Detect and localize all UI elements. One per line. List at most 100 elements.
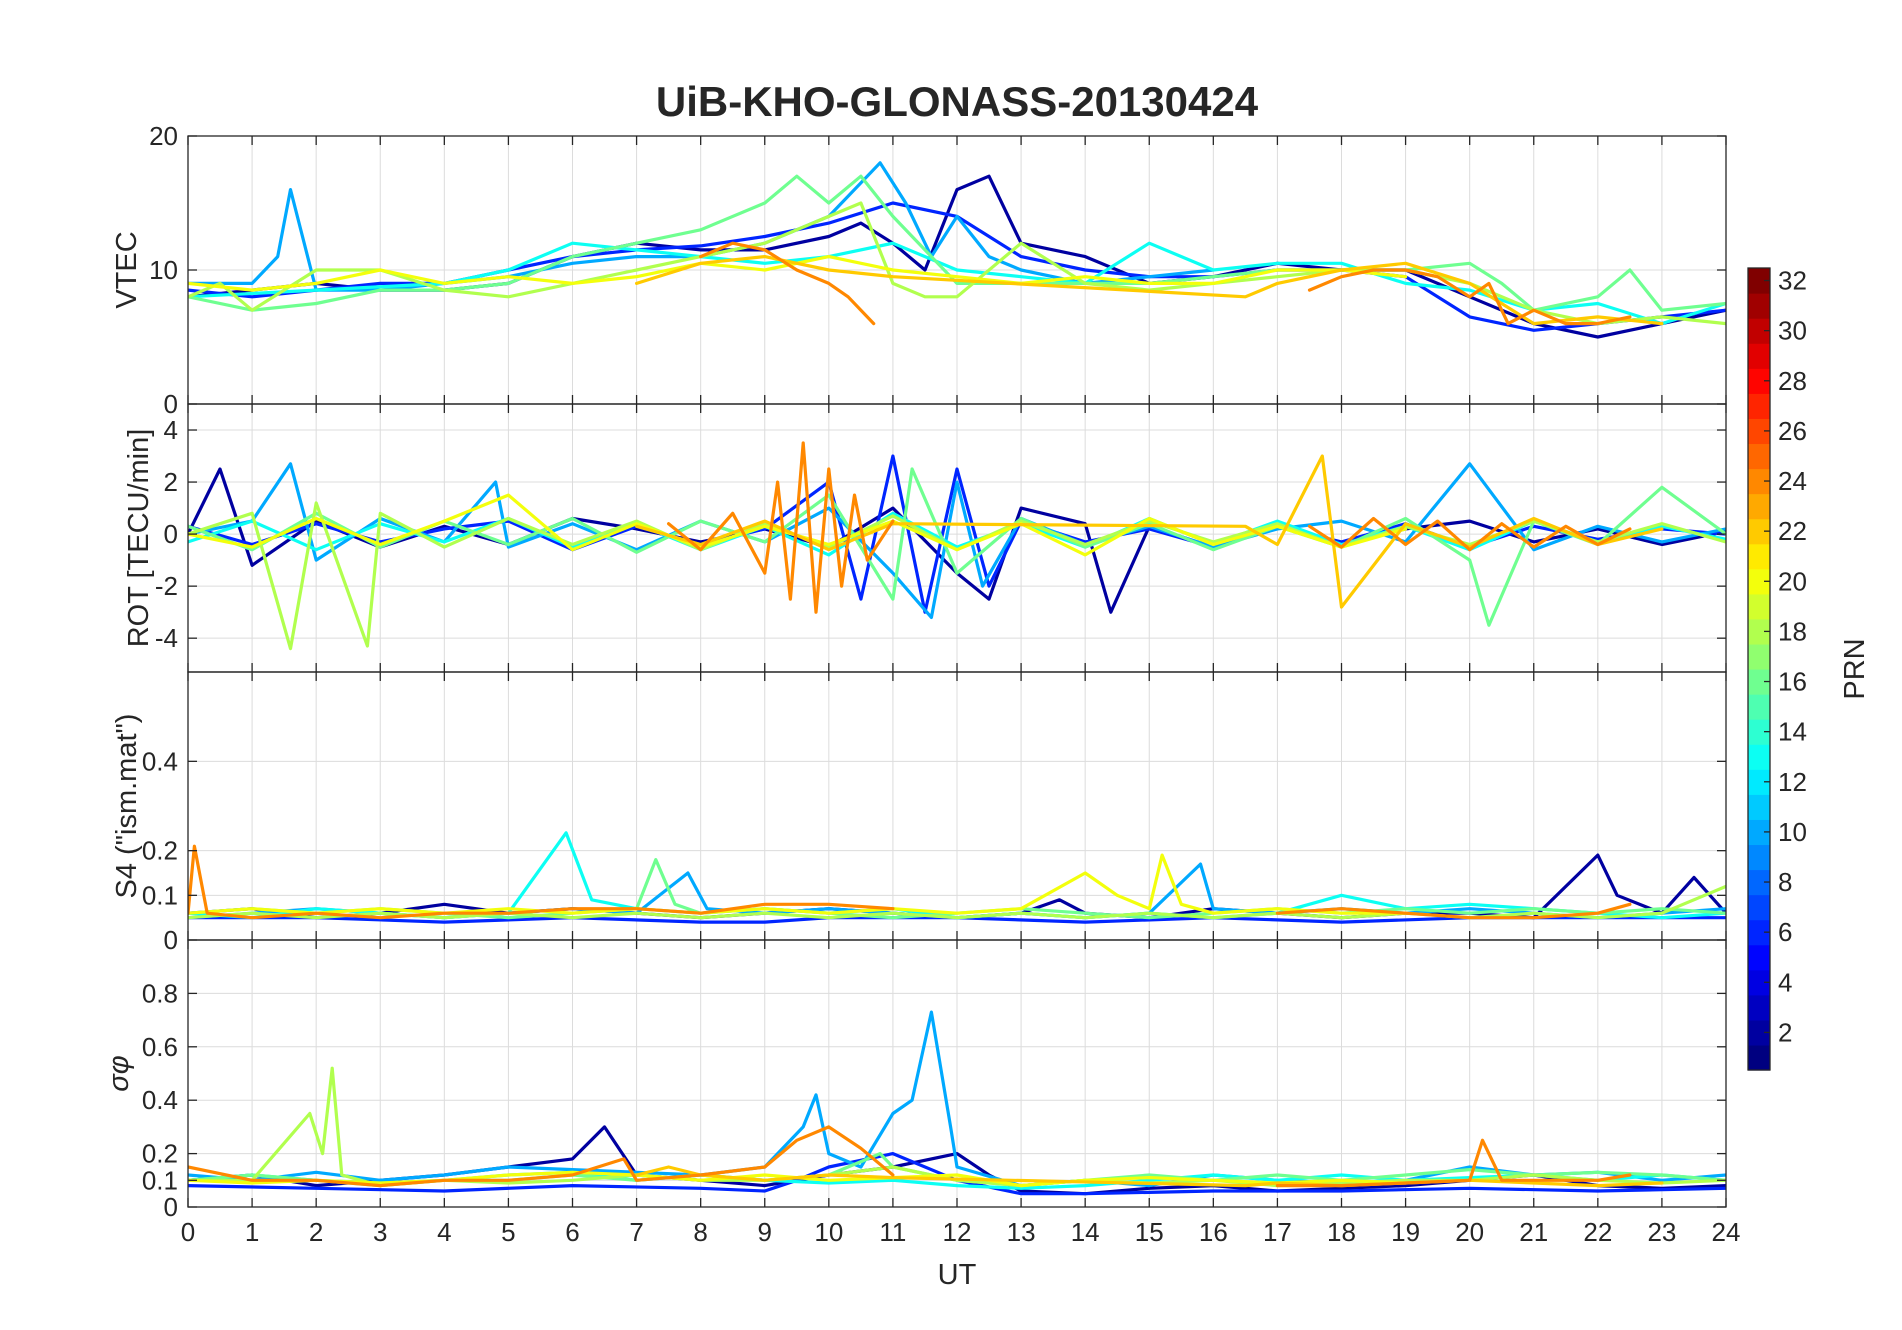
colorbar-tick-label: 30 [1778, 316, 1807, 346]
colorbar-swatch [1748, 418, 1770, 445]
vtec-series [188, 161, 1726, 339]
vtec-line-prn-24 [1307, 268, 1632, 326]
colorbar-swatch [1748, 518, 1770, 545]
colorbar-swatch [1748, 618, 1770, 645]
colorbar-label: PRN [1839, 638, 1871, 699]
colorbar-swatch [1748, 794, 1770, 820]
rot-y-label: ROT [TECU/min] [123, 429, 155, 648]
colorbar-swatch [1748, 694, 1770, 720]
colorbar-swatch [1748, 869, 1770, 896]
y-tick-label: 2 [164, 467, 178, 497]
rot-line-prn-16 [188, 467, 1726, 627]
colorbar-tick-label: 8 [1778, 867, 1792, 897]
colorbar-swatch [1748, 969, 1770, 996]
x-tick-label: 16 [1199, 1217, 1228, 1247]
colorbar-swatch [1748, 769, 1770, 795]
colorbar-tick-label: 32 [1778, 266, 1807, 296]
colorbar-swatch [1748, 468, 1770, 495]
colorbar-tick-label: 4 [1778, 967, 1792, 997]
x-tick-label: 17 [1263, 1217, 1292, 1247]
colorbar-swatch [1748, 719, 1770, 745]
vtec-line-prn-16 [188, 174, 1726, 312]
x-tick-label: 18 [1327, 1217, 1356, 1247]
colorbar-tick-label: 20 [1778, 566, 1807, 596]
colorbar-swatch [1748, 919, 1770, 946]
colorbar-tick-label: 26 [1778, 416, 1807, 446]
vtec-line-prn-24 [699, 241, 876, 326]
x-tick-label: 11 [879, 1217, 906, 1247]
rot-line-prn-24 [666, 441, 895, 614]
colorbar-tick-label: 10 [1778, 817, 1807, 847]
panel-vtec: 0 10 20 VTEC [111, 121, 1727, 419]
x-tick-label: 23 [1647, 1217, 1676, 1247]
colorbar-swatch [1748, 343, 1770, 369]
s4-series [188, 831, 1726, 924]
colorbar-swatch [1748, 443, 1770, 470]
colorbar-swatch [1748, 994, 1770, 1021]
y-tick-label: -2 [155, 571, 178, 601]
y-tick-label: 10 [149, 255, 178, 285]
sigma_phi-line-prn-24 [1275, 1138, 1632, 1188]
s4-line-prn-2 [188, 853, 1726, 920]
rot-line-prn-24 [1307, 516, 1632, 552]
s4-line-prn-24 [188, 844, 895, 920]
colorbar-tick-label: 12 [1778, 767, 1807, 797]
colorbar-swatch [1748, 643, 1770, 670]
sigma_phi-y-label: σφ [103, 1055, 135, 1091]
colorbar-tick-label: 18 [1778, 616, 1807, 646]
colorbar-swatch [1748, 293, 1770, 319]
colorbar-swatch [1748, 1019, 1770, 1046]
x-tick-label: 3 [373, 1217, 387, 1247]
vtec-y-label: VTEC [111, 231, 143, 308]
y-tick-label: 0.2 [142, 1139, 178, 1169]
colorbar-swatch [1748, 819, 1770, 846]
x-tick-label: 5 [501, 1217, 515, 1247]
panel-rot: -4 -2 0 2 4 ROT [TECU/min] [123, 403, 1727, 673]
colorbar-swatch [1748, 844, 1770, 871]
colorbar-swatch [1748, 1044, 1770, 1071]
x-tick-label: 1 [245, 1217, 259, 1247]
x-tick-label: 9 [758, 1217, 772, 1247]
colorbar-swatch [1748, 318, 1770, 344]
x-tick-label: 4 [437, 1217, 451, 1247]
y-tick-label: 0 [164, 925, 178, 955]
x-tick-label: 20 [1455, 1217, 1484, 1247]
colorbar-tick-label: 2 [1778, 1017, 1792, 1047]
colorbar-swatch [1748, 493, 1770, 520]
sigma_phi-series [188, 1010, 1726, 1196]
colorbar-swatch [1748, 894, 1770, 921]
x-tick-label: 0 [181, 1217, 195, 1247]
x-tick-label: 15 [1135, 1217, 1164, 1247]
chart-title: UiB-KHO-GLONASS-20130424 [656, 78, 1259, 125]
colorbar-swatch [1748, 593, 1770, 620]
colorbar-swatch [1748, 268, 1770, 294]
x-tick-label: 2 [309, 1217, 323, 1247]
y-tick-label: 0.1 [142, 1165, 178, 1195]
x-tick-label: 14 [1071, 1217, 1100, 1247]
x-tick-label: 8 [693, 1217, 707, 1247]
y-tick-label: 0.4 [142, 1085, 178, 1115]
panel-sigma_phi: 00.10.20.40.60.80 1 2 3 4 5 6 7 8 9 10 11 12 13 14 15 16… [103, 939, 1740, 1247]
x-tick-label: 13 [1007, 1217, 1036, 1247]
colorbar-swatch [1748, 568, 1770, 595]
y-tick-label: 0 [164, 1192, 178, 1222]
sigma_phi-line-prn-6 [188, 1151, 1726, 1196]
x-tick-label: 12 [943, 1217, 972, 1247]
colorbar-frame [1747, 267, 1771, 1071]
colorbar-tick-label: 28 [1778, 366, 1807, 396]
x-tick-label: 21 [1519, 1217, 1548, 1247]
colorbar-swatch [1748, 944, 1770, 971]
y-tick-label: 0 [164, 519, 178, 549]
colorbar-swatch [1748, 393, 1770, 419]
y-tick-label: 0.2 [142, 836, 178, 866]
rot-series [188, 441, 1726, 651]
colorbar-swatch [1748, 744, 1770, 770]
x-tick-label: 22 [1583, 1217, 1612, 1247]
y-tick-label: 0 [164, 389, 178, 419]
y-tick-label: 4 [164, 415, 178, 445]
colorbar-swatch [1748, 669, 1770, 695]
y-tick-label: 0.6 [142, 1032, 178, 1062]
